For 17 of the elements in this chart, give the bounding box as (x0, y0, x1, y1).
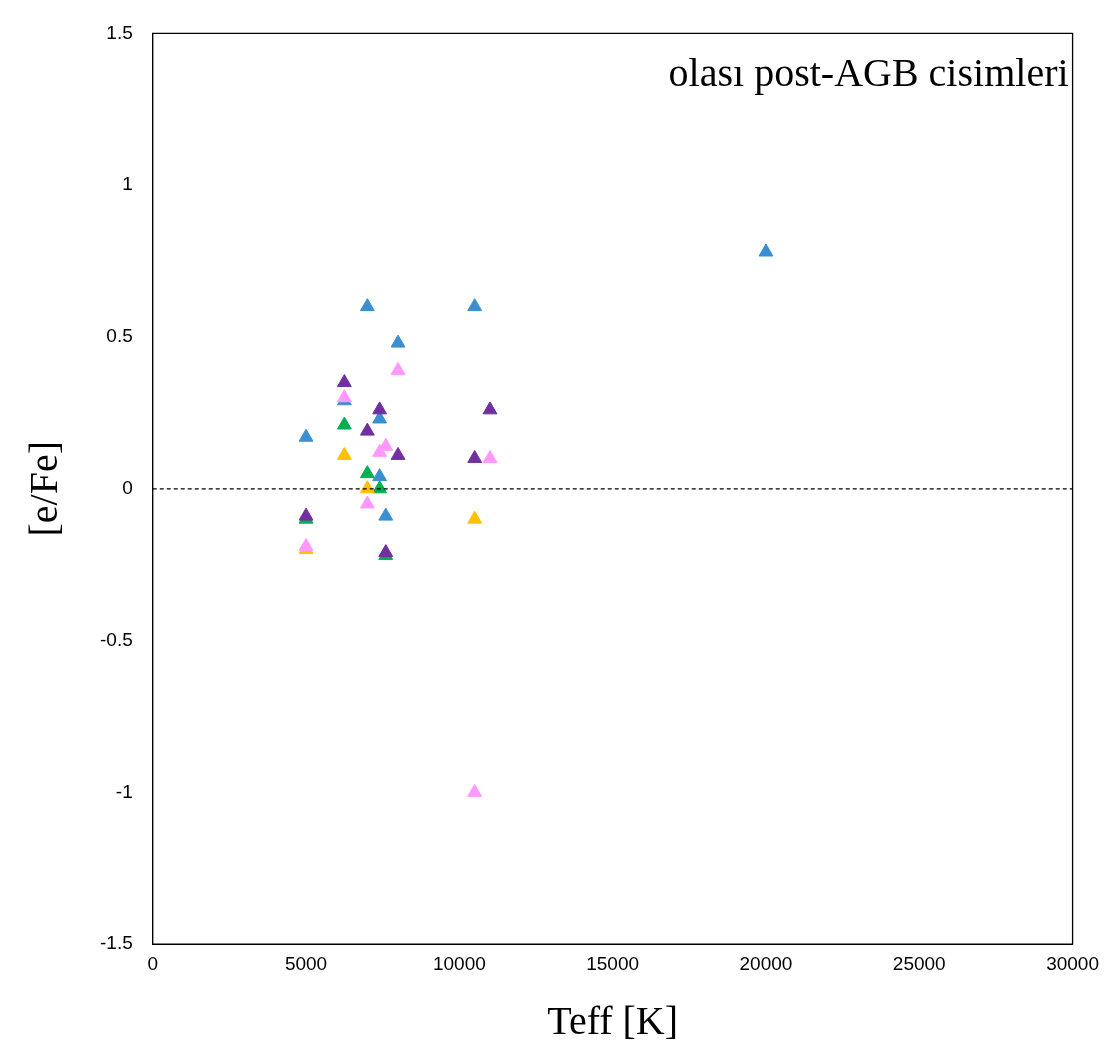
y-tick-label: -1 (115, 780, 133, 802)
x-tick-label: 0 (147, 952, 159, 974)
x-tick-label: 25000 (892, 952, 946, 974)
y-tick-label: -1.5 (99, 932, 133, 954)
x-tick-label: 10000 (432, 952, 486, 974)
annotation: olası post-AGB cisimleri (668, 49, 1069, 95)
x-tick-label: 30000 (1046, 952, 1099, 974)
x-tick-label: 15000 (586, 952, 640, 974)
y-tick-label: -0.5 (99, 628, 133, 650)
y-tick-label: 0 (122, 477, 133, 499)
x-tick-label: 5000 (284, 952, 328, 974)
y-tick-label: 1 (122, 173, 133, 195)
y-axis-title: [e/Fe] (20, 441, 66, 537)
y-tick-label: 0.5 (106, 325, 133, 347)
x-tick-label: 20000 (739, 952, 793, 974)
y-tick-label: 1.5 (106, 21, 133, 43)
x-axis-title: Teff [K] (547, 997, 679, 1043)
